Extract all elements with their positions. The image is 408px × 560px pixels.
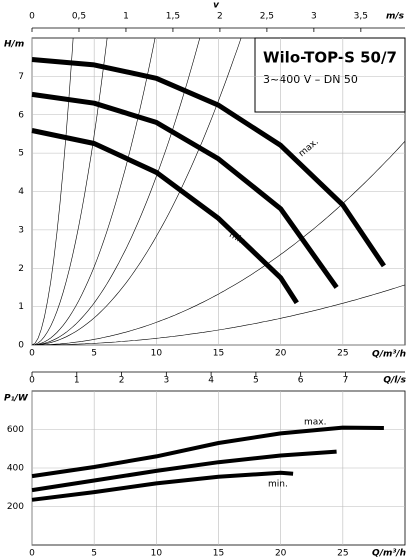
top-tick-label: 6 xyxy=(298,376,304,386)
x-tick-label: 20 xyxy=(275,349,287,359)
x-tick-label: 5 xyxy=(91,549,97,559)
top-tick-label: 3 xyxy=(311,12,317,22)
pump-curve xyxy=(31,425,384,479)
top-tick-label: 2 xyxy=(119,376,125,386)
top-tick-label: 5 xyxy=(253,376,259,386)
y-tick-label: 200 xyxy=(7,502,24,512)
pump-curve xyxy=(31,91,339,289)
y-axis-label: P₁/W xyxy=(4,394,29,404)
x-tick-label: 10 xyxy=(151,549,163,559)
y-tick-label: 2 xyxy=(18,264,24,274)
annotation: max. xyxy=(297,137,321,159)
top-axis-label: v xyxy=(213,1,220,11)
x-axis-label: Q/m³/h xyxy=(372,350,406,360)
x-tick-label: 20 xyxy=(275,549,287,559)
top-tick-label: 2,5 xyxy=(260,12,274,22)
annotation: min. xyxy=(268,480,288,490)
x-tick-label: 0 xyxy=(29,549,35,559)
x-tick-label: 10 xyxy=(151,349,163,359)
x-tick-label: 25 xyxy=(337,549,348,559)
x2-axis-label: Q/l/s xyxy=(383,376,406,386)
pump-curve xyxy=(31,128,299,305)
x-tick-label: 0 xyxy=(29,349,35,359)
x-tick-label: 5 xyxy=(91,349,97,359)
top-tick-label: 0 xyxy=(29,376,35,386)
resistance-curve xyxy=(32,38,201,345)
y-tick-label: 3 xyxy=(18,225,24,235)
x-tick-label: 15 xyxy=(213,549,224,559)
resistance-curve xyxy=(32,284,405,345)
top-tick-label: 0 xyxy=(29,12,35,22)
resistance-curve xyxy=(32,38,242,345)
top-tick-label: 1 xyxy=(74,376,80,386)
top-tick-label: 3,5 xyxy=(354,12,368,22)
y-tick-label: 0 xyxy=(18,341,24,351)
y-tick-label: 6 xyxy=(18,110,24,120)
resistance-curve xyxy=(32,38,156,345)
title-box xyxy=(254,37,406,113)
pump-curve xyxy=(31,57,386,268)
y-tick-label: 4 xyxy=(18,187,24,197)
top-tick-label: 1 xyxy=(123,12,129,22)
top-axis-unit: m/s xyxy=(386,12,405,22)
y-tick-label: 5 xyxy=(18,149,24,159)
top-tick-label: 0,5 xyxy=(72,12,86,22)
top-tick-label: 3 xyxy=(163,376,169,386)
pump-curve xyxy=(31,470,294,502)
resistance-curve xyxy=(32,38,108,345)
x-axis-label: Q/m³/h xyxy=(372,549,406,559)
x-tick-label: 25 xyxy=(337,349,348,359)
top-tick-label: 4 xyxy=(208,376,214,386)
top-tick-label: 7 xyxy=(343,376,349,386)
subtitle: 3~400 V – DN 50 xyxy=(263,73,358,86)
y-tick-label: 600 xyxy=(7,425,24,435)
y-tick-label: 1 xyxy=(18,302,24,312)
y-tick-label: 7 xyxy=(18,72,24,82)
y-axis-label: H/m xyxy=(4,40,24,50)
annotation: max. xyxy=(304,418,326,428)
pump-curve xyxy=(31,449,337,493)
title: Wilo-TOP-S 50/7 xyxy=(263,49,397,67)
y-tick-label: 400 xyxy=(7,464,24,474)
top-tick-label: 1,5 xyxy=(166,12,180,22)
top-tick-label: 2 xyxy=(217,12,223,22)
x-tick-label: 15 xyxy=(213,349,224,359)
